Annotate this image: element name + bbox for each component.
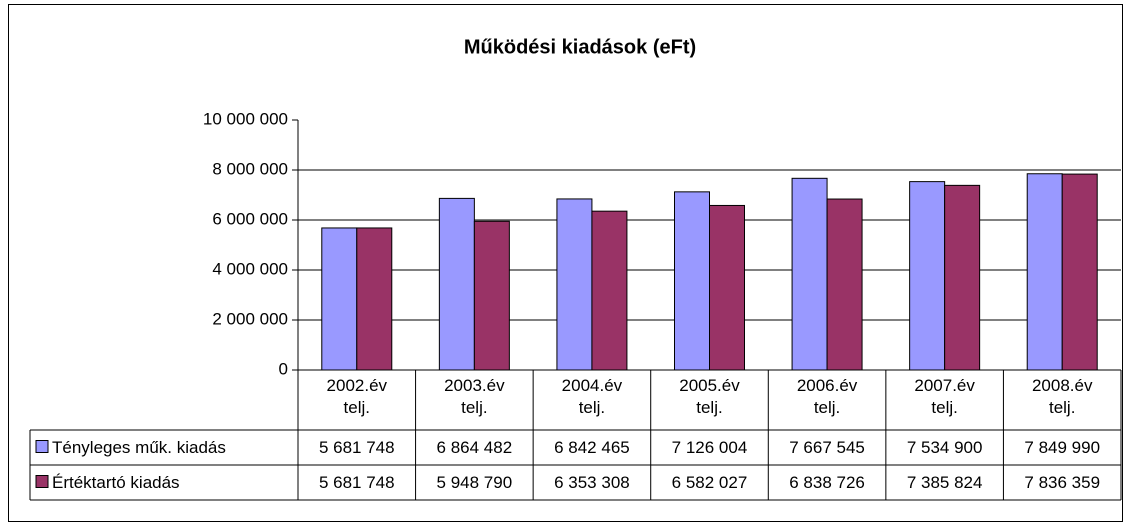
bar <box>438 197 475 371</box>
legend-label: Értéktartó kiadás <box>52 473 180 492</box>
bar <box>674 191 710 371</box>
bar <box>791 177 828 371</box>
data-table-value: 7 126 004 <box>672 438 748 457</box>
y-tick-label: 4 000 000 <box>212 259 288 278</box>
y-tick-label: 10 000 000 <box>203 109 288 128</box>
data-table-value: 6 582 027 <box>672 473 748 492</box>
bar <box>826 198 863 371</box>
data-table-value: 5 681 748 <box>319 473 395 492</box>
x-tick-cell: 2003.év telj. <box>444 376 505 417</box>
bar <box>1026 173 1063 371</box>
x-tick-label: 2002.év telj. <box>326 376 388 417</box>
data-table-value: 6 842 465 <box>554 438 630 457</box>
legend-key <box>35 440 49 453</box>
x-tick-label: 2007.év telj. <box>914 376 975 417</box>
y-tick-label: 0 <box>279 359 288 378</box>
x-tick-label: 2005.év telj. <box>679 376 740 417</box>
bar <box>709 204 745 371</box>
data-table-value: 5 681 748 <box>319 438 395 457</box>
x-tick-label: 2003.év telj. <box>444 376 505 417</box>
bar <box>321 227 358 371</box>
x-tick-cell: 2007.év telj. <box>914 376 975 417</box>
x-tick-cell: 2002.év telj. <box>326 376 388 417</box>
x-tick-label: 2006.év telj. <box>796 376 858 417</box>
bar <box>356 227 393 371</box>
data-table-value: 6 864 482 <box>437 438 513 457</box>
data-table-value: 6 353 308 <box>554 473 630 492</box>
x-tick-cell: 2005.év telj. <box>679 376 740 417</box>
data-table-value: 7 534 900 <box>907 438 983 457</box>
data-table-value: 6 838 726 <box>789 473 865 492</box>
legend-key <box>35 475 49 488</box>
x-tick-cell: 2008.év telj. <box>1031 376 1093 417</box>
data-table-value: 7 849 990 <box>1024 438 1100 457</box>
bar <box>591 210 628 371</box>
x-tick-cell: 2004.év telj. <box>561 376 623 417</box>
x-tick-label: 2004.év telj. <box>561 376 623 417</box>
y-tick-label: 6 000 000 <box>212 209 288 228</box>
bar <box>1061 173 1098 371</box>
data-table-value: 7 836 359 <box>1024 473 1100 492</box>
bar <box>944 184 981 371</box>
bar <box>909 181 946 371</box>
bar <box>556 198 593 371</box>
y-tick-label: 8 000 000 <box>212 159 288 178</box>
data-table-value: 5 948 790 <box>437 473 513 492</box>
x-tick-label: 2008.év telj. <box>1031 376 1093 417</box>
y-tick-label: 2 000 000 <box>212 309 288 328</box>
data-table-value: 7 667 545 <box>789 438 865 457</box>
chart-title: Működési kiadások (eFt) <box>464 36 696 58</box>
bar <box>473 220 510 371</box>
legend-label: Tényleges műk. kiadás <box>52 438 226 457</box>
data-table-value: 7 385 824 <box>907 473 983 492</box>
x-tick-cell: 2006.év telj. <box>796 376 858 417</box>
